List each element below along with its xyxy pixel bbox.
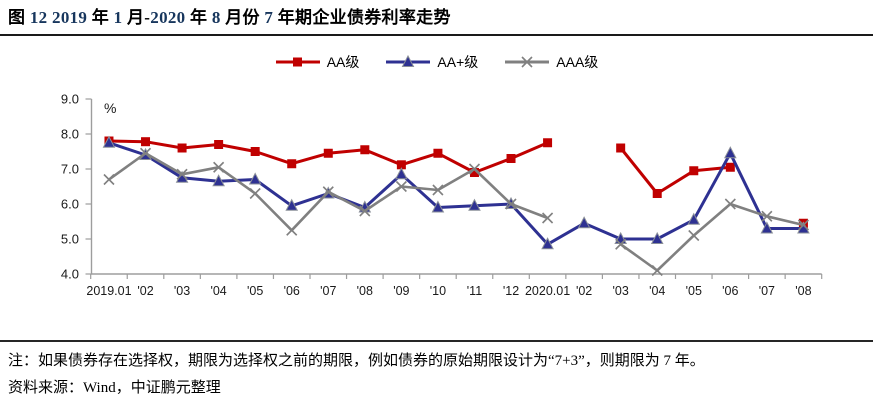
aa-line-square-icon xyxy=(275,55,321,69)
marker-x xyxy=(615,238,627,250)
marker-x xyxy=(542,212,554,224)
y-axis-label: 5.0 xyxy=(61,232,79,247)
marker-square xyxy=(177,143,187,153)
x-axis-label: '02 xyxy=(137,284,153,298)
marker-x xyxy=(651,264,663,277)
marker-x xyxy=(797,219,809,231)
marker-x xyxy=(688,229,700,242)
marker-triangle xyxy=(760,221,774,234)
series-AAA级 xyxy=(103,147,809,277)
marker-square xyxy=(360,145,370,155)
marker-x xyxy=(249,187,261,200)
chart-legend: AA级 AA+级 AAA级 xyxy=(0,51,873,73)
legend-label-aa: AA级 xyxy=(326,54,360,70)
marker-square xyxy=(141,137,151,147)
aaa-line-x-icon xyxy=(504,55,550,69)
y-axis-label: 4.0 xyxy=(61,267,79,282)
x-axis-label: '06 xyxy=(284,284,300,298)
marker-x xyxy=(432,184,444,196)
x-axis-label: '02 xyxy=(576,284,592,298)
x-axis-label: '05 xyxy=(247,284,263,298)
legend-item-aa: AA级 xyxy=(275,52,360,72)
x-axis-label: '10 xyxy=(430,284,446,298)
marker-x xyxy=(359,205,371,217)
x-axis-label: '06 xyxy=(722,284,738,298)
marker-x xyxy=(724,198,736,210)
legend-item-aaa: AAA级 xyxy=(504,52,598,72)
x-axis-label: '07 xyxy=(759,284,775,298)
marker-x xyxy=(322,186,334,198)
marker-square xyxy=(469,168,479,177)
y-axis-label: 9.0 xyxy=(61,92,79,107)
legend-item-aa-plus: AA+级 xyxy=(385,52,478,72)
series-AA级 xyxy=(104,136,808,228)
x-axis-label: 2020.01 xyxy=(525,284,570,298)
x-axis-label: 2019.01 xyxy=(86,284,131,298)
y-axis-label: 6.0 xyxy=(61,197,79,212)
x-axis-label: '07 xyxy=(320,284,336,298)
title-divider xyxy=(0,34,873,36)
marker-square xyxy=(214,140,224,149)
marker-triangle xyxy=(541,237,554,250)
marker-triangle xyxy=(102,135,116,148)
marker-square xyxy=(652,189,662,198)
marker-x xyxy=(505,198,517,210)
marker-triangle xyxy=(248,172,262,185)
marker-square xyxy=(323,148,333,158)
marker-x xyxy=(213,161,225,173)
marker-triangle xyxy=(431,200,445,213)
marker-triangle xyxy=(650,231,664,244)
note-divider xyxy=(0,340,873,342)
marker-triangle xyxy=(723,146,737,159)
x-axis-label: '03 xyxy=(613,284,629,298)
marker-square xyxy=(689,166,699,176)
series-AA+级 xyxy=(102,135,810,250)
series-line xyxy=(108,141,804,246)
marker-square xyxy=(250,147,260,156)
x-axis-label: '11 xyxy=(467,284,482,298)
marker-square xyxy=(506,154,516,163)
figure-source: 资料来源：Wind，中证鹏元整理 xyxy=(8,380,221,396)
x-axis-label: '05 xyxy=(686,284,702,298)
marker-square xyxy=(616,143,626,153)
legend-label-aaa: AAA级 xyxy=(556,54,599,70)
marker-x xyxy=(761,210,773,222)
marker-x xyxy=(395,180,407,193)
figure-note: 注：如果债券存在选择权，期限为选择权之前的期限，例如债券的原始期限设计为“7+3… xyxy=(8,353,705,369)
marker-triangle xyxy=(577,216,591,229)
marker-square xyxy=(433,148,443,158)
x-axis-label: '08 xyxy=(795,284,811,298)
marker-triangle xyxy=(212,174,225,187)
marker-triangle xyxy=(285,198,299,211)
marker-x xyxy=(139,147,152,159)
rate-line-chart: 9.0 8.0 7.0 6.0 5.0 4.0 2019.01 '02 '03 '04 '05 '06… xyxy=(61,92,823,298)
marker-triangle xyxy=(395,167,408,180)
marker-x xyxy=(468,163,481,175)
x-axis-label: '04 xyxy=(210,284,226,298)
marker-square xyxy=(396,160,406,170)
marker-square xyxy=(543,138,553,148)
x-axis-label: '04 xyxy=(649,284,665,298)
unit-label: % xyxy=(104,100,116,116)
marker-x xyxy=(176,168,188,180)
y-axis-label: 7.0 xyxy=(61,162,79,177)
x-axis-label: '08 xyxy=(357,284,373,298)
x-axis-label: '09 xyxy=(393,284,409,298)
marker-triangle xyxy=(687,212,701,225)
legend-label-aa-plus: AA+级 xyxy=(437,54,479,70)
x-axis-label: '12 xyxy=(503,284,519,298)
marker-x xyxy=(103,173,115,186)
marker-square xyxy=(287,159,297,169)
marker-triangle xyxy=(468,198,481,211)
marker-square xyxy=(725,162,735,172)
figure-title: 图 12 2019 年 1 月-2020 年 8 月份 7 年期企业债券利率走势 xyxy=(8,8,451,27)
x-axis-label: '03 xyxy=(174,284,190,298)
aa-plus-line-triangle-icon xyxy=(385,55,431,69)
y-axis-label: 8.0 xyxy=(61,127,79,142)
marker-x xyxy=(286,224,298,236)
